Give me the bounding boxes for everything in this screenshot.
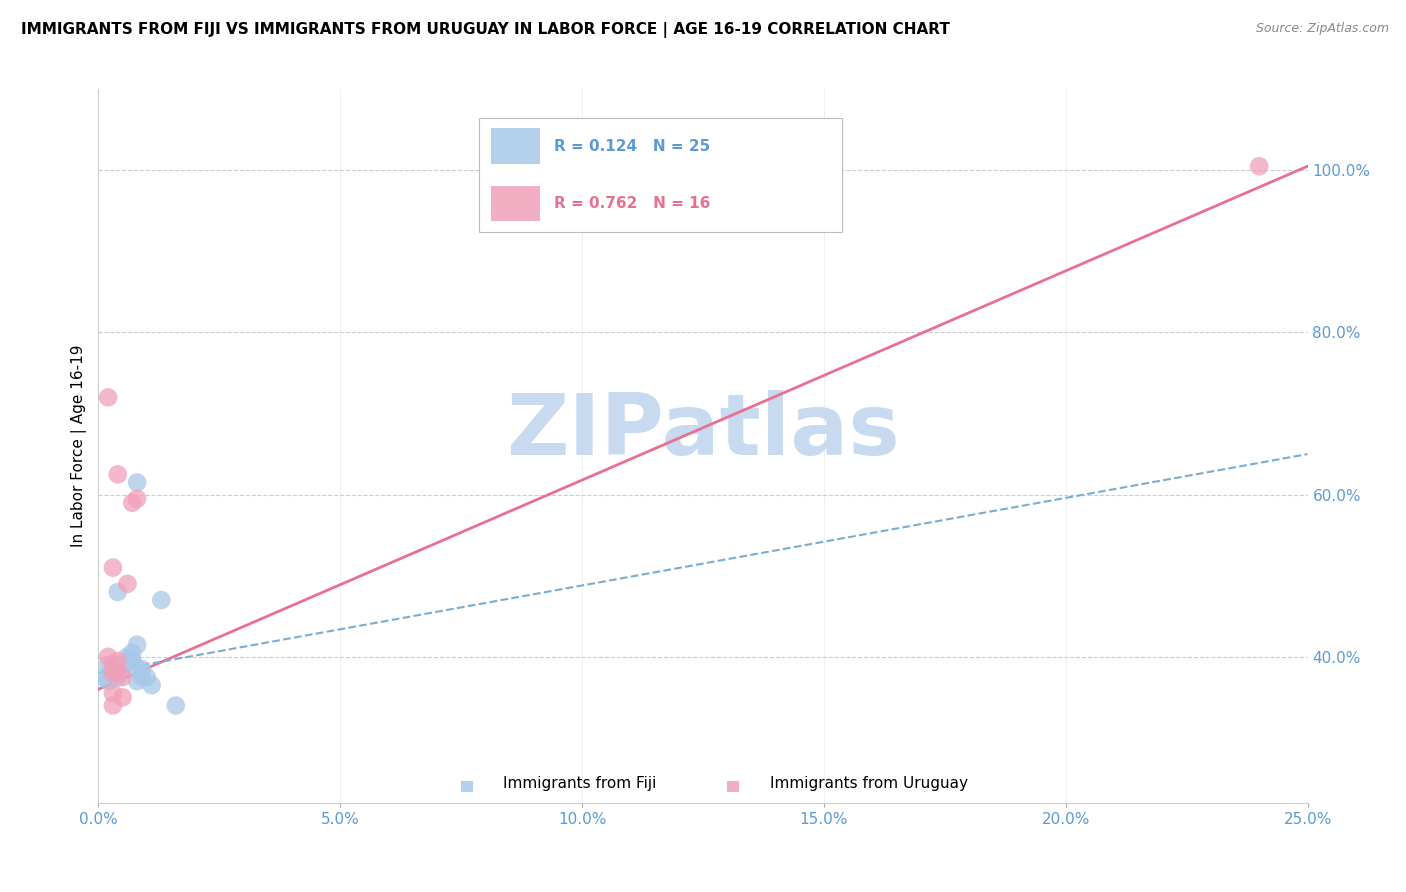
Text: IMMIGRANTS FROM FIJI VS IMMIGRANTS FROM URUGUAY IN LABOR FORCE | AGE 16-19 CORRE: IMMIGRANTS FROM FIJI VS IMMIGRANTS FROM … [21, 22, 950, 38]
Point [111, 690, 134, 705]
FancyBboxPatch shape [461, 781, 472, 792]
Point [107, 670, 129, 684]
Point [111, 657, 134, 672]
Point [117, 654, 139, 668]
Text: R = 0.762   N = 16: R = 0.762 N = 16 [554, 196, 710, 211]
Point [107, 654, 129, 668]
Point [150, 593, 173, 607]
Point [101, 657, 124, 672]
Point [1249, 159, 1271, 173]
Point [117, 654, 139, 668]
Point [101, 666, 124, 681]
Point [101, 662, 124, 676]
Point [131, 662, 153, 676]
Point [127, 638, 149, 652]
Point [141, 678, 163, 692]
Point [111, 670, 134, 684]
Point [107, 666, 129, 681]
Text: ZIPatlas: ZIPatlas [506, 390, 900, 474]
Point [127, 475, 149, 490]
Point [121, 496, 143, 510]
FancyBboxPatch shape [492, 128, 540, 164]
Point [91, 670, 114, 684]
Text: R = 0.124   N = 25: R = 0.124 N = 25 [554, 139, 710, 153]
Point [121, 654, 143, 668]
Point [111, 662, 134, 676]
Text: Source: ZipAtlas.com: Source: ZipAtlas.com [1256, 22, 1389, 36]
Point [101, 686, 124, 700]
Point [97, 390, 120, 404]
Point [107, 585, 129, 599]
FancyBboxPatch shape [727, 781, 738, 792]
Point [131, 670, 153, 684]
Y-axis label: In Labor Force | Age 16-19: In Labor Force | Age 16-19 [72, 344, 87, 548]
Point [117, 649, 139, 664]
Point [97, 649, 120, 664]
Point [165, 698, 187, 713]
Point [101, 560, 124, 574]
Point [107, 467, 129, 482]
Point [101, 666, 124, 681]
Point [117, 577, 139, 591]
Point [101, 698, 124, 713]
FancyBboxPatch shape [479, 118, 842, 232]
FancyBboxPatch shape [492, 186, 540, 221]
Point [97, 657, 120, 672]
Point [135, 670, 157, 684]
Point [127, 674, 149, 689]
Point [121, 646, 143, 660]
Text: Immigrants from Uruguay: Immigrants from Uruguay [769, 776, 967, 791]
Point [121, 654, 143, 668]
Text: Immigrants from Fiji: Immigrants from Fiji [503, 776, 657, 791]
Point [127, 662, 149, 676]
Point [127, 491, 149, 506]
Point [97, 674, 120, 689]
